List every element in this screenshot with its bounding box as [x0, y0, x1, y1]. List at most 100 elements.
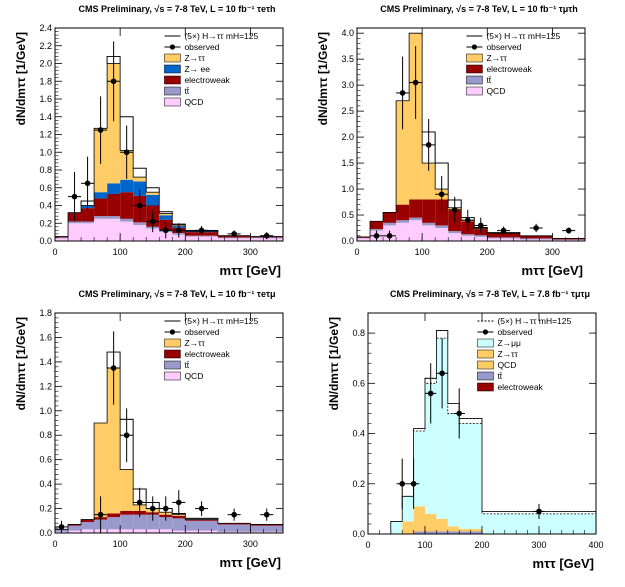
- bar-1-7: [146, 514, 160, 530]
- obs-point-4: [123, 149, 130, 156]
- bar-1-6: [436, 531, 448, 534]
- bar-1-6: [133, 514, 147, 530]
- bar-3-9: [172, 514, 186, 516]
- obs-point-8: [477, 222, 484, 229]
- bar-4-7: [146, 192, 160, 195]
- obs-point-9: [231, 511, 237, 518]
- y-tick-label-7: 1.4: [39, 112, 52, 122]
- obs-point-1: [84, 180, 91, 187]
- bar-2-1: [370, 221, 384, 230]
- legend-swatch-2: [164, 338, 181, 348]
- x-tick-label-0: 0: [52, 539, 57, 549]
- x-tick-label-2: 200: [474, 540, 489, 550]
- obs-point-10: [533, 225, 539, 231]
- bar-1-9: [474, 235, 488, 237]
- legend-label-observed: observed: [486, 42, 521, 52]
- legend: (5×) H→ττ mH=125observedZ→ττelectroweakt…: [164, 316, 259, 381]
- x-tick-label-3: 300: [531, 540, 546, 550]
- bar-3-8: [159, 215, 173, 220]
- bar-0-1: [68, 223, 82, 241]
- observed-points: [55, 331, 274, 533]
- x-tick-label-0: 0: [365, 540, 370, 550]
- bar-2-10: [487, 233, 520, 238]
- bar-0-11: [217, 238, 251, 241]
- bar-1-4: [107, 517, 121, 530]
- bar-4-9: [482, 513, 596, 534]
- chart-title: CMS Preliminary, √s = 7-8 TeV, L = 10 fb…: [79, 289, 276, 299]
- obs-point-0: [399, 480, 406, 487]
- stack-outline: [356, 32, 586, 241]
- legend-swatch-4: [477, 360, 494, 370]
- bar-2-11: [519, 235, 553, 239]
- bar-2-0: [357, 236, 371, 238]
- y-tick-label-6: 3.0: [341, 80, 354, 90]
- legend-label-2: Z→μμ: [497, 338, 521, 348]
- bar-2-4: [413, 526, 425, 532]
- y-tick-label-8: 4.0: [341, 28, 354, 38]
- legend-swatch-3: [466, 64, 483, 74]
- y-tick-label-8: 1.6: [39, 332, 52, 342]
- bar-1-4: [409, 217, 423, 221]
- series-0: [55, 218, 283, 241]
- legend-label-5: QCD: [184, 371, 203, 381]
- bar-4-8: [459, 423, 482, 529]
- bar-0-7: [146, 228, 160, 241]
- bar-2-5: [120, 511, 134, 515]
- obs-point-1: [410, 480, 417, 487]
- bar-2-3: [94, 198, 108, 217]
- bar-2-5: [120, 192, 134, 219]
- legend-obs-marker: [482, 329, 489, 335]
- series-1: [357, 217, 585, 240]
- chart-panel-4: CMS Preliminary, √s = 7-8 TeV, L = 7.8 f…: [327, 289, 604, 571]
- y-tick-label-11: 2.2: [39, 41, 52, 51]
- stack-outline: [54, 56, 284, 241]
- bar-1-0: [357, 237, 371, 239]
- y-tick-label-9: 1.8: [39, 308, 52, 318]
- y-axis-label: dN/dmττ [1/GeV]: [14, 32, 28, 125]
- legend-label-3: electroweak: [486, 64, 532, 74]
- legend-swatch-2: [466, 53, 483, 63]
- bar-3-4: [413, 506, 425, 527]
- y-tick-label-0: 0.0: [39, 236, 52, 246]
- bar-0-5: [120, 529, 134, 533]
- bar-2-5: [422, 199, 436, 223]
- y-tick-label-6: 1.2: [39, 381, 52, 391]
- bar-1-5: [425, 531, 437, 534]
- bar-1-4: [413, 531, 425, 534]
- observed-points: [396, 338, 545, 519]
- obs-point-4: [425, 142, 432, 148]
- bar-0-3: [396, 222, 410, 241]
- bar-0-12: [552, 239, 585, 241]
- x-tick-label-2: 200: [178, 247, 193, 257]
- y-tick-label-2: 1.0: [341, 184, 354, 194]
- obs-point-7: [464, 217, 471, 224]
- bar-1-5: [120, 218, 134, 222]
- bar-0-6: [435, 228, 449, 241]
- obs-point-5: [136, 202, 143, 209]
- y-tick-label-4: 0.8: [39, 165, 52, 175]
- obs-point-5: [149, 505, 156, 512]
- bar-2-4: [409, 199, 423, 218]
- obs-point-7: [175, 499, 182, 506]
- bar-0-10: [185, 236, 218, 241]
- legend-swatch-6: [164, 97, 181, 107]
- bar-2-10: [185, 519, 218, 521]
- bar-0-0: [357, 238, 371, 241]
- bar-5-7: [447, 403, 460, 414]
- bar-2-2: [81, 519, 95, 522]
- bar-1-12: [250, 525, 283, 532]
- x-axis-label: mττ [GeV]: [220, 555, 281, 570]
- observed-points: [68, 41, 274, 240]
- y-tick-label-4: 0.8: [39, 430, 52, 440]
- legend-obs-marker: [169, 44, 176, 50]
- bar-2-12: [552, 238, 585, 240]
- bar-3-3: [94, 192, 108, 199]
- chart-title: CMS Preliminary, √s = 7-8 TeV, L = 7.8 f…: [390, 289, 590, 299]
- bar-0-2: [81, 223, 95, 241]
- bar-2-12: [250, 524, 283, 526]
- legend-label-observed: observed: [184, 327, 219, 337]
- legend-swatch-4: [164, 75, 181, 85]
- y-tick-label-1: 0.2: [39, 504, 52, 514]
